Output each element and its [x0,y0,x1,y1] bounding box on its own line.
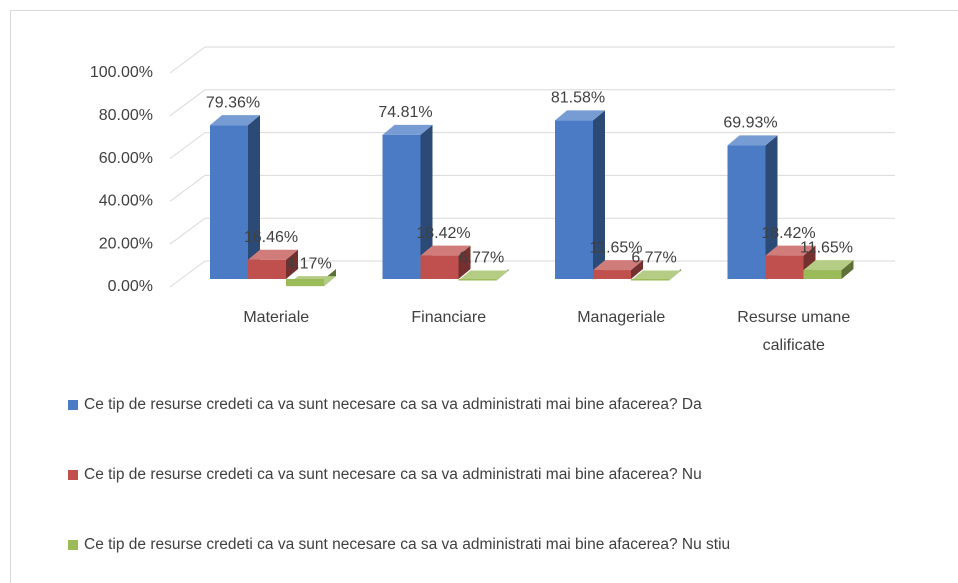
bar-top [210,115,260,126]
bar-front [727,145,766,279]
bar [458,269,509,281]
bar [248,249,298,279]
y-tick-label: 60.00% [99,150,153,167]
bar [593,260,643,279]
bar [382,124,433,279]
legend-swatch [68,400,78,410]
legend-label: Ce tip de resurse credeti ca va sunt nec… [84,396,702,413]
bar [210,115,260,279]
bar-side [765,135,778,279]
data-label: 81.58% [551,90,605,107]
legend-swatch [68,470,78,480]
bar-front [420,255,459,279]
y-tick-label: 0.00% [108,278,153,295]
data-label: 6.77% [631,250,676,267]
bar-top [555,110,605,121]
bar-front [555,120,593,280]
bar-top [382,124,433,135]
bar-front [248,259,286,279]
data-label: 79.36% [206,94,260,111]
bar [286,269,336,287]
bar-side [841,260,854,279]
y-tick-label: 80.00% [99,107,153,124]
bar-top [727,135,778,146]
legend-item: Ce tip de resurse credeti ca va sunt nec… [68,462,928,488]
bar-side [420,124,433,279]
grid-line [169,89,895,117]
legend-swatch [68,540,78,550]
bar-front [382,134,421,279]
bar-front [210,125,248,279]
bar [765,245,816,279]
grid-line [169,132,895,160]
bar [803,260,854,279]
y-tick-label: 20.00% [99,235,153,252]
bar-top [593,260,643,271]
bar [420,245,471,279]
grid-line [169,46,895,74]
bar [555,110,605,280]
grid-line [169,260,895,288]
bar-front [765,255,804,279]
bar-top [631,270,681,281]
data-label: 11.65% [589,239,642,256]
grid-line [169,217,895,245]
data-label: 74.81% [378,104,432,121]
bar-side [458,245,471,279]
x-tick-label: Materiale [243,309,310,326]
data-label: 16.46% [244,229,298,246]
bar [727,135,778,279]
legend-label: Ce tip de resurse credeti ca va sunt nec… [84,536,731,553]
bar-side [248,115,260,279]
bar-side [631,260,643,279]
y-tick-label: 100.00% [90,64,153,81]
x-tick-label: Resurse umane calificate [737,309,851,354]
x-tick-label: Manageriale [577,309,666,326]
legend-item: Ce tip de resurse credeti ca va sunt nec… [68,392,928,418]
chart-frame [10,10,958,583]
bar-front [458,279,497,281]
bar-top [248,249,298,260]
bar-front [631,279,669,281]
x-tick-label: Financiare [411,309,487,326]
bar-top [458,270,509,281]
grid-line [169,174,895,202]
bar [631,269,681,281]
y-tick-label: 40.00% [99,193,153,210]
data-label: 11.65% [800,239,853,256]
bar-front [803,270,842,279]
bar-top [765,245,816,256]
data-label: 6.77% [459,250,504,267]
legend-item: Ce tip de resurse credeti ca va sunt nec… [68,532,928,558]
bar-top [803,260,854,271]
bar-side [593,110,605,280]
data-label: 18.42% [416,225,470,242]
bar-top [420,245,471,256]
data-label: 18.42% [761,225,815,242]
bar-side [286,249,298,279]
data-label: 69.93% [723,115,777,132]
legend-label: Ce tip de resurse credeti ca va sunt nec… [84,466,702,483]
bar-front [593,270,631,279]
bar-front [286,279,324,287]
data-label: 4.17% [286,255,331,272]
